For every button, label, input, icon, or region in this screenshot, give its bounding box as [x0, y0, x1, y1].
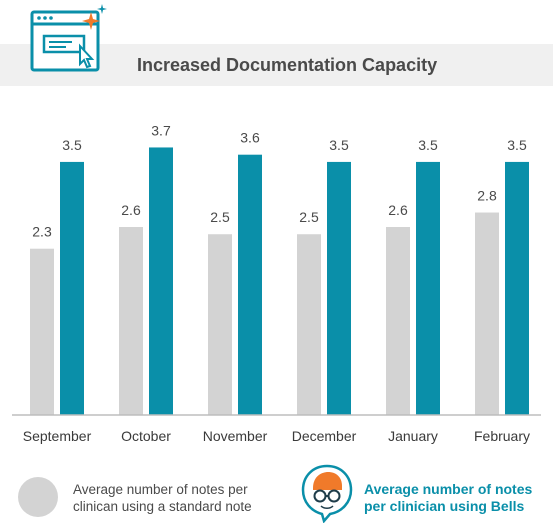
bar-chart: 2.3 3.5 September 2.6 3.7 October 2.5 3.6 Novemb…	[12, 122, 541, 444]
legend-label-bells: Average number of notes per clinician us…	[364, 481, 533, 514]
data-label-bells-november: 3.6	[240, 130, 260, 146]
data-label-bells-december: 3.5	[329, 137, 349, 153]
x-tick-label-december: December	[292, 428, 357, 444]
bar-standard-october	[119, 227, 143, 415]
data-label-bells-october: 3.7	[151, 122, 171, 138]
bar-bells-september	[60, 161, 84, 415]
data-label-bells-january: 3.5	[418, 137, 438, 153]
bar-bells-january	[416, 161, 440, 415]
browser-window-icon	[30, 4, 107, 72]
bar-bells-december	[327, 161, 351, 415]
data-label-bells-february: 3.5	[507, 137, 527, 153]
legend-swatch-standard	[18, 477, 58, 517]
x-tick-label-february: February	[474, 428, 530, 444]
data-label-standard-january: 2.6	[388, 202, 408, 218]
x-tick-label-november: November	[203, 428, 268, 444]
data-label-standard-december: 2.5	[299, 209, 319, 225]
data-label-standard-september: 2.3	[32, 224, 52, 240]
x-tick-label-january: January	[388, 428, 438, 444]
bar-bells-october	[149, 147, 173, 415]
x-tick-label-october: October	[121, 428, 171, 444]
bar-standard-february	[475, 212, 499, 415]
data-label-standard-november: 2.5	[210, 209, 230, 225]
chart-title: Increased Documentation Capacity	[137, 55, 438, 75]
x-tick-label-september: September	[23, 428, 92, 444]
bar-bells-february	[505, 161, 529, 415]
bar-standard-september	[30, 248, 54, 415]
legend-label-standard: Average number of notes per clinican usi…	[73, 482, 252, 514]
data-label-bells-september: 3.5	[62, 137, 82, 153]
bar-bells-november	[238, 154, 262, 415]
data-label-standard-october: 2.6	[121, 202, 141, 218]
data-label-standard-february: 2.8	[477, 188, 497, 204]
bar-standard-december	[297, 234, 321, 415]
bar-standard-january	[386, 227, 410, 415]
bar-standard-november	[208, 234, 232, 415]
clinician-avatar-icon	[301, 464, 353, 523]
